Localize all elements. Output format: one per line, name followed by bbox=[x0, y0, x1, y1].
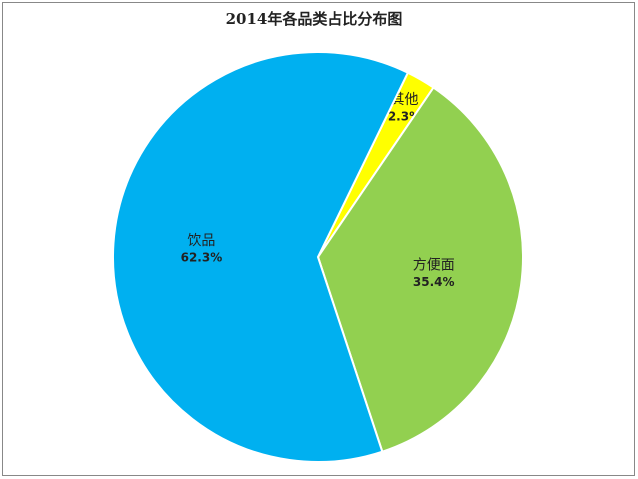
slice-value-label: 35.4% bbox=[413, 275, 455, 289]
slice-category-label: 方便面 bbox=[413, 257, 455, 273]
slice-value-label: 62.3% bbox=[181, 251, 223, 265]
chart-title: 2014年各品类占比分布图 bbox=[226, 10, 403, 28]
pie-slice bbox=[112, 51, 410, 463]
pie-slice bbox=[316, 86, 524, 453]
slice-category-label: 饮品 bbox=[187, 233, 215, 249]
